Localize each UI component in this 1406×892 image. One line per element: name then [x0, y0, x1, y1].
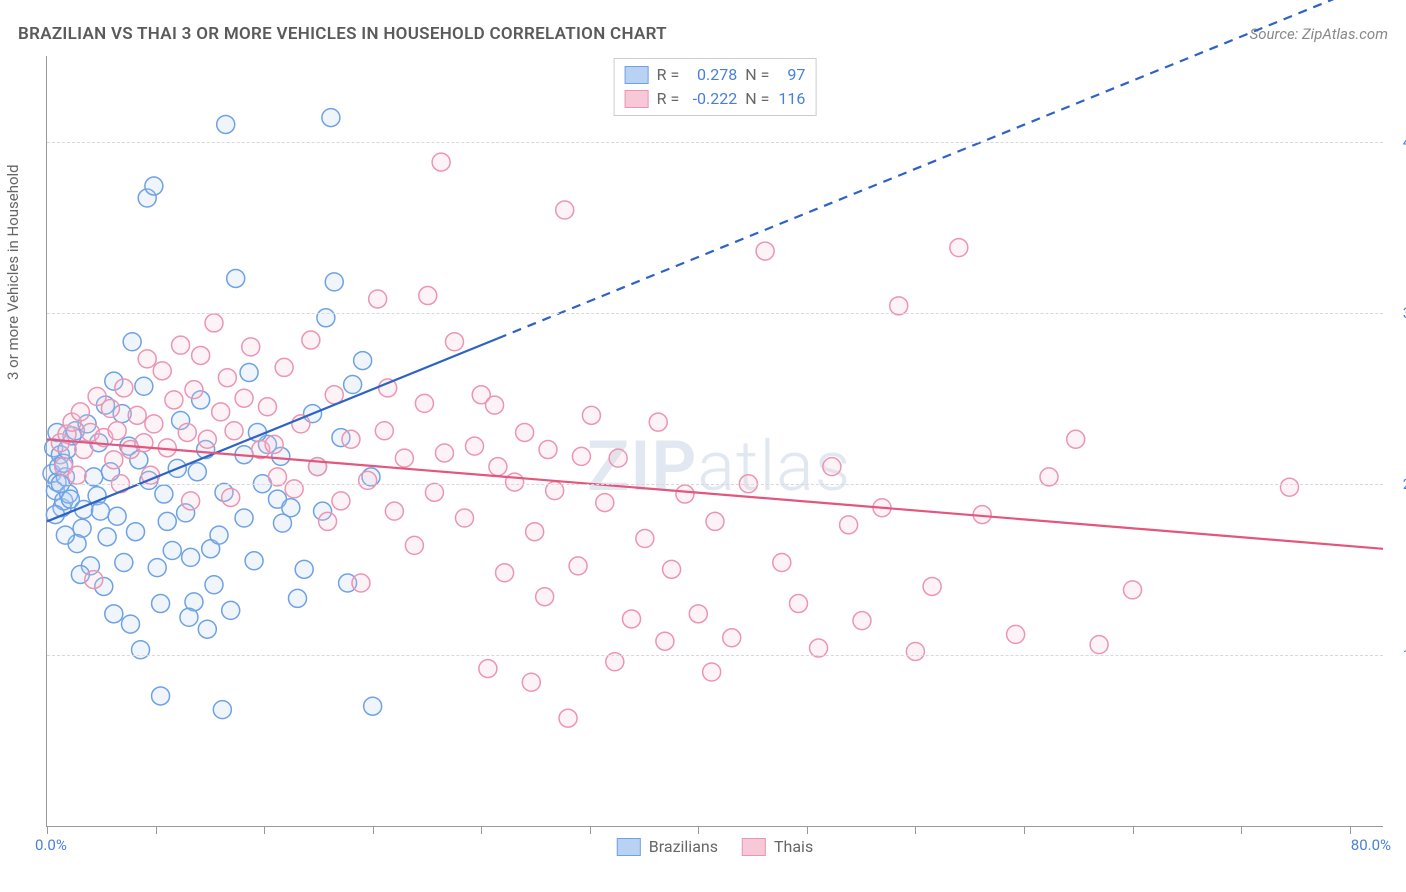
y-tick-label: 40.0%: [1391, 133, 1406, 151]
swatch-thai-icon: [742, 838, 766, 856]
swatch-brazilian-icon: [617, 838, 641, 856]
y-tick-label: 30.0%: [1391, 304, 1406, 322]
x-tick: [1350, 826, 1351, 834]
correlation-legend: R = 0.278 N = 97 R = -0.222 N = 116: [614, 58, 817, 116]
chart-title: BRAZILIAN VS THAI 3 OR MORE VEHICLES IN …: [18, 24, 667, 44]
gridline: [47, 313, 1383, 314]
swatch-thai-icon: [625, 90, 649, 108]
source-attribution: Source: ZipAtlas.com: [1250, 25, 1388, 43]
y-tick-label: 10.0%: [1391, 646, 1406, 664]
gridline: [47, 655, 1383, 656]
x-tick: [807, 826, 808, 834]
x-tick: [1024, 826, 1025, 834]
legend-row-brazilian: R = 0.278 N = 97: [625, 63, 806, 87]
x-tick: [590, 826, 591, 834]
x-tick: [481, 826, 482, 834]
y-tick-label: 20.0%: [1391, 475, 1406, 493]
x-tick: [373, 826, 374, 834]
y-axis-label: 3 or more Vehicles in Household: [4, 164, 22, 380]
legend-item-brazilian: Brazilians: [617, 837, 718, 856]
legend-row-thai: R = -0.222 N = 116: [625, 87, 806, 111]
x-tick: [47, 826, 48, 834]
x-tick: [698, 826, 699, 834]
legend-item-thai: Thais: [742, 837, 813, 856]
x-tick: [264, 826, 265, 834]
swatch-brazilian-icon: [625, 66, 649, 84]
x-tick: [1133, 826, 1134, 834]
x-tick: [156, 826, 157, 834]
x-axis-min-label: 0.0%: [35, 836, 67, 854]
series-legend: Brazilians Thais: [617, 837, 813, 856]
gridline: [47, 142, 1383, 143]
x-tick: [915, 826, 916, 834]
x-axis-max-label: 80.0%: [1351, 836, 1391, 854]
scatter-svg: [47, 56, 1383, 826]
gridline: [47, 484, 1383, 485]
chart-plot-area: ZIPatlas R = 0.278 N = 97 R = -0.222 N =…: [46, 56, 1383, 827]
x-tick: [1241, 826, 1242, 834]
